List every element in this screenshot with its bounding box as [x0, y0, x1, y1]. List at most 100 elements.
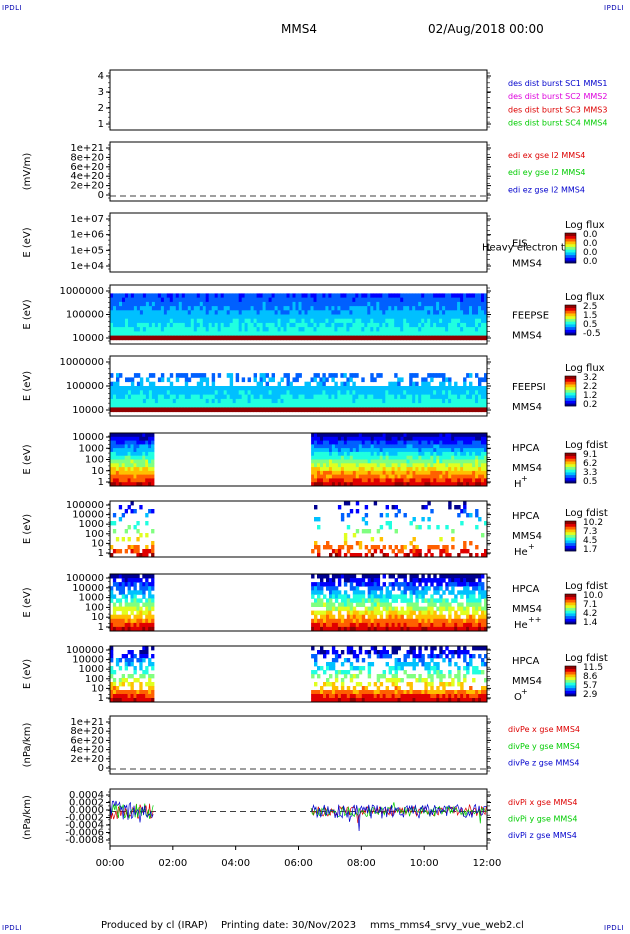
panel-10-frame — [109, 715, 488, 775]
y-axis-label: E (eV) — [22, 299, 33, 329]
legend-entry: des dist burst SC2 MMS2 — [508, 92, 607, 101]
y-axis-label: (mV/m) — [22, 153, 33, 191]
y-tick-label: 1000000 — [59, 357, 104, 368]
y-tick-label: 10000 — [72, 655, 104, 666]
panel-8-frame — [109, 573, 488, 632]
legend-entry: edi ey gse l2 MMS4 — [508, 168, 586, 177]
panel-9-spectrogram — [110, 646, 488, 703]
panel-7-spectrogram — [110, 501, 488, 558]
probe-label: MMS4 — [512, 531, 542, 542]
y-tick-label: 1000000 — [59, 286, 104, 297]
y-axis-label: E (eV) — [22, 444, 33, 474]
panel-2-frame — [109, 141, 488, 202]
probe-label: MMS4 — [512, 331, 542, 342]
panel-1: 1 2 3 4 des dist burst SC1 MMS1 des dist burs… — [98, 69, 607, 131]
instrument-label: HPCA — [512, 656, 540, 667]
y-tick-label: 8e+20 — [70, 726, 104, 737]
panel-3-frame — [109, 212, 488, 273]
x-tick-label: 12:00 — [473, 858, 502, 869]
species-label: He — [514, 547, 528, 558]
colorbar-tick: 1.2 — [583, 391, 597, 401]
instrument-label: EIS — [512, 239, 528, 250]
probe-label: MMS4 — [512, 259, 542, 270]
legend-entry: edi ex gse l2 MMS4 — [508, 151, 585, 160]
colorbar-title: Log fdist — [565, 508, 608, 519]
y-tick-label: 1e+21 — [70, 717, 104, 728]
panel-1-frame — [109, 69, 488, 131]
footer-printing-date: Printing date: 30/Nov/2023 — [221, 920, 357, 931]
y-tick-label: 2 — [98, 103, 104, 114]
y-tick-label: 0 — [98, 763, 104, 774]
y-tick-label: 100 — [85, 529, 104, 540]
y-tick-label: 100 — [85, 674, 104, 685]
y-tick-label: 2e+20 — [70, 754, 104, 765]
colorbar-tick: 0.5 — [583, 320, 597, 330]
y-tick-label: 10 — [91, 538, 104, 549]
probe-label: MMS4 — [512, 676, 542, 687]
y-tick-label: 2e+20 — [70, 181, 104, 192]
y-axis-label: E (eV) — [22, 371, 33, 401]
charge-label: ++ — [528, 615, 541, 624]
y-tick-label: 100000 — [66, 573, 104, 584]
colorbar-tick: 0.2 — [583, 400, 597, 410]
colorbar-title: Log fdist — [565, 653, 608, 664]
y-tick-label: 1 — [98, 622, 104, 633]
y-tick-label: 1e+07 — [70, 214, 104, 225]
legend-entry: divPi x gse MMS4 — [508, 798, 577, 807]
x-tick-label: 10:00 — [410, 858, 439, 869]
y-axis-label: E (eV) — [22, 514, 33, 544]
colorbar — [564, 375, 577, 407]
colorbar-title: Log fdist — [565, 581, 608, 592]
probe-label: MMS4 — [512, 402, 542, 413]
divpi-trace-3 — [109, 800, 154, 823]
y-tick-label: 100 — [85, 455, 104, 466]
colorbar-tick: 6.2 — [583, 459, 597, 469]
colorbar-tick: 10.2 — [583, 518, 603, 528]
colorbar-tick: 2.9 — [583, 690, 598, 700]
corner-mark-tr: IPDLI — [604, 4, 625, 12]
y-tick-label: 8e+20 — [70, 152, 104, 163]
y-tick-label: 100 — [85, 602, 104, 613]
legend-entry: divPe z gse MMS4 — [508, 759, 579, 768]
y-tick-label: 1e+06 — [70, 230, 104, 241]
y-tick-label: 10000 — [72, 510, 104, 521]
footer-produced-by: Produced by cl (IRAP) — [101, 920, 208, 931]
legend-entry: des dist burst SC1 MMS1 — [508, 79, 607, 88]
y-tick-label: 1e+21 — [70, 143, 104, 154]
y-tick-label: 10000 — [72, 583, 104, 594]
y-axis-label: E (eV) — [22, 227, 33, 257]
x-tick-label: 06:00 — [284, 858, 313, 869]
colorbar-tick: 0.0 — [583, 248, 598, 258]
y-tick-label: 10 — [91, 466, 104, 477]
instrument-label: HPCA — [512, 511, 540, 522]
x-tick-label: 00:00 — [96, 858, 125, 869]
y-tick-label: 10000 — [72, 333, 104, 344]
y-tick-label: 1 — [98, 548, 104, 559]
y-tick-label: 1000 — [79, 443, 104, 454]
colorbar-tick: 9.1 — [583, 450, 597, 460]
y-tick-label: 6e+20 — [70, 735, 104, 746]
y-tick-label: 100000 — [66, 500, 104, 511]
colorbar-tick: 4.5 — [583, 536, 597, 546]
colorbar-title: Log flux — [565, 220, 605, 231]
colorbar-tick: 2.2 — [583, 382, 597, 392]
probe-label: MMS4 — [512, 463, 542, 474]
y-tick-label: -0.0008 — [65, 835, 104, 846]
colorbar-tick: -0.5 — [583, 329, 601, 339]
colorbar-tick: 0.0 — [583, 257, 598, 267]
y-tick-label: 4e+20 — [70, 171, 104, 182]
y-tick-label: 0.0002 — [69, 798, 104, 809]
panel-9-frame — [109, 645, 488, 703]
y-axis-label: (nPa/km) — [22, 723, 33, 768]
charge-label: + — [521, 687, 528, 696]
colorbar-tick: 5.7 — [583, 681, 597, 691]
colorbar-tick: 7.3 — [583, 527, 597, 537]
y-tick-label: 10000 — [72, 432, 104, 443]
y-tick-label: -0.0004 — [65, 820, 104, 831]
divpi-trace-1 — [310, 804, 487, 824]
